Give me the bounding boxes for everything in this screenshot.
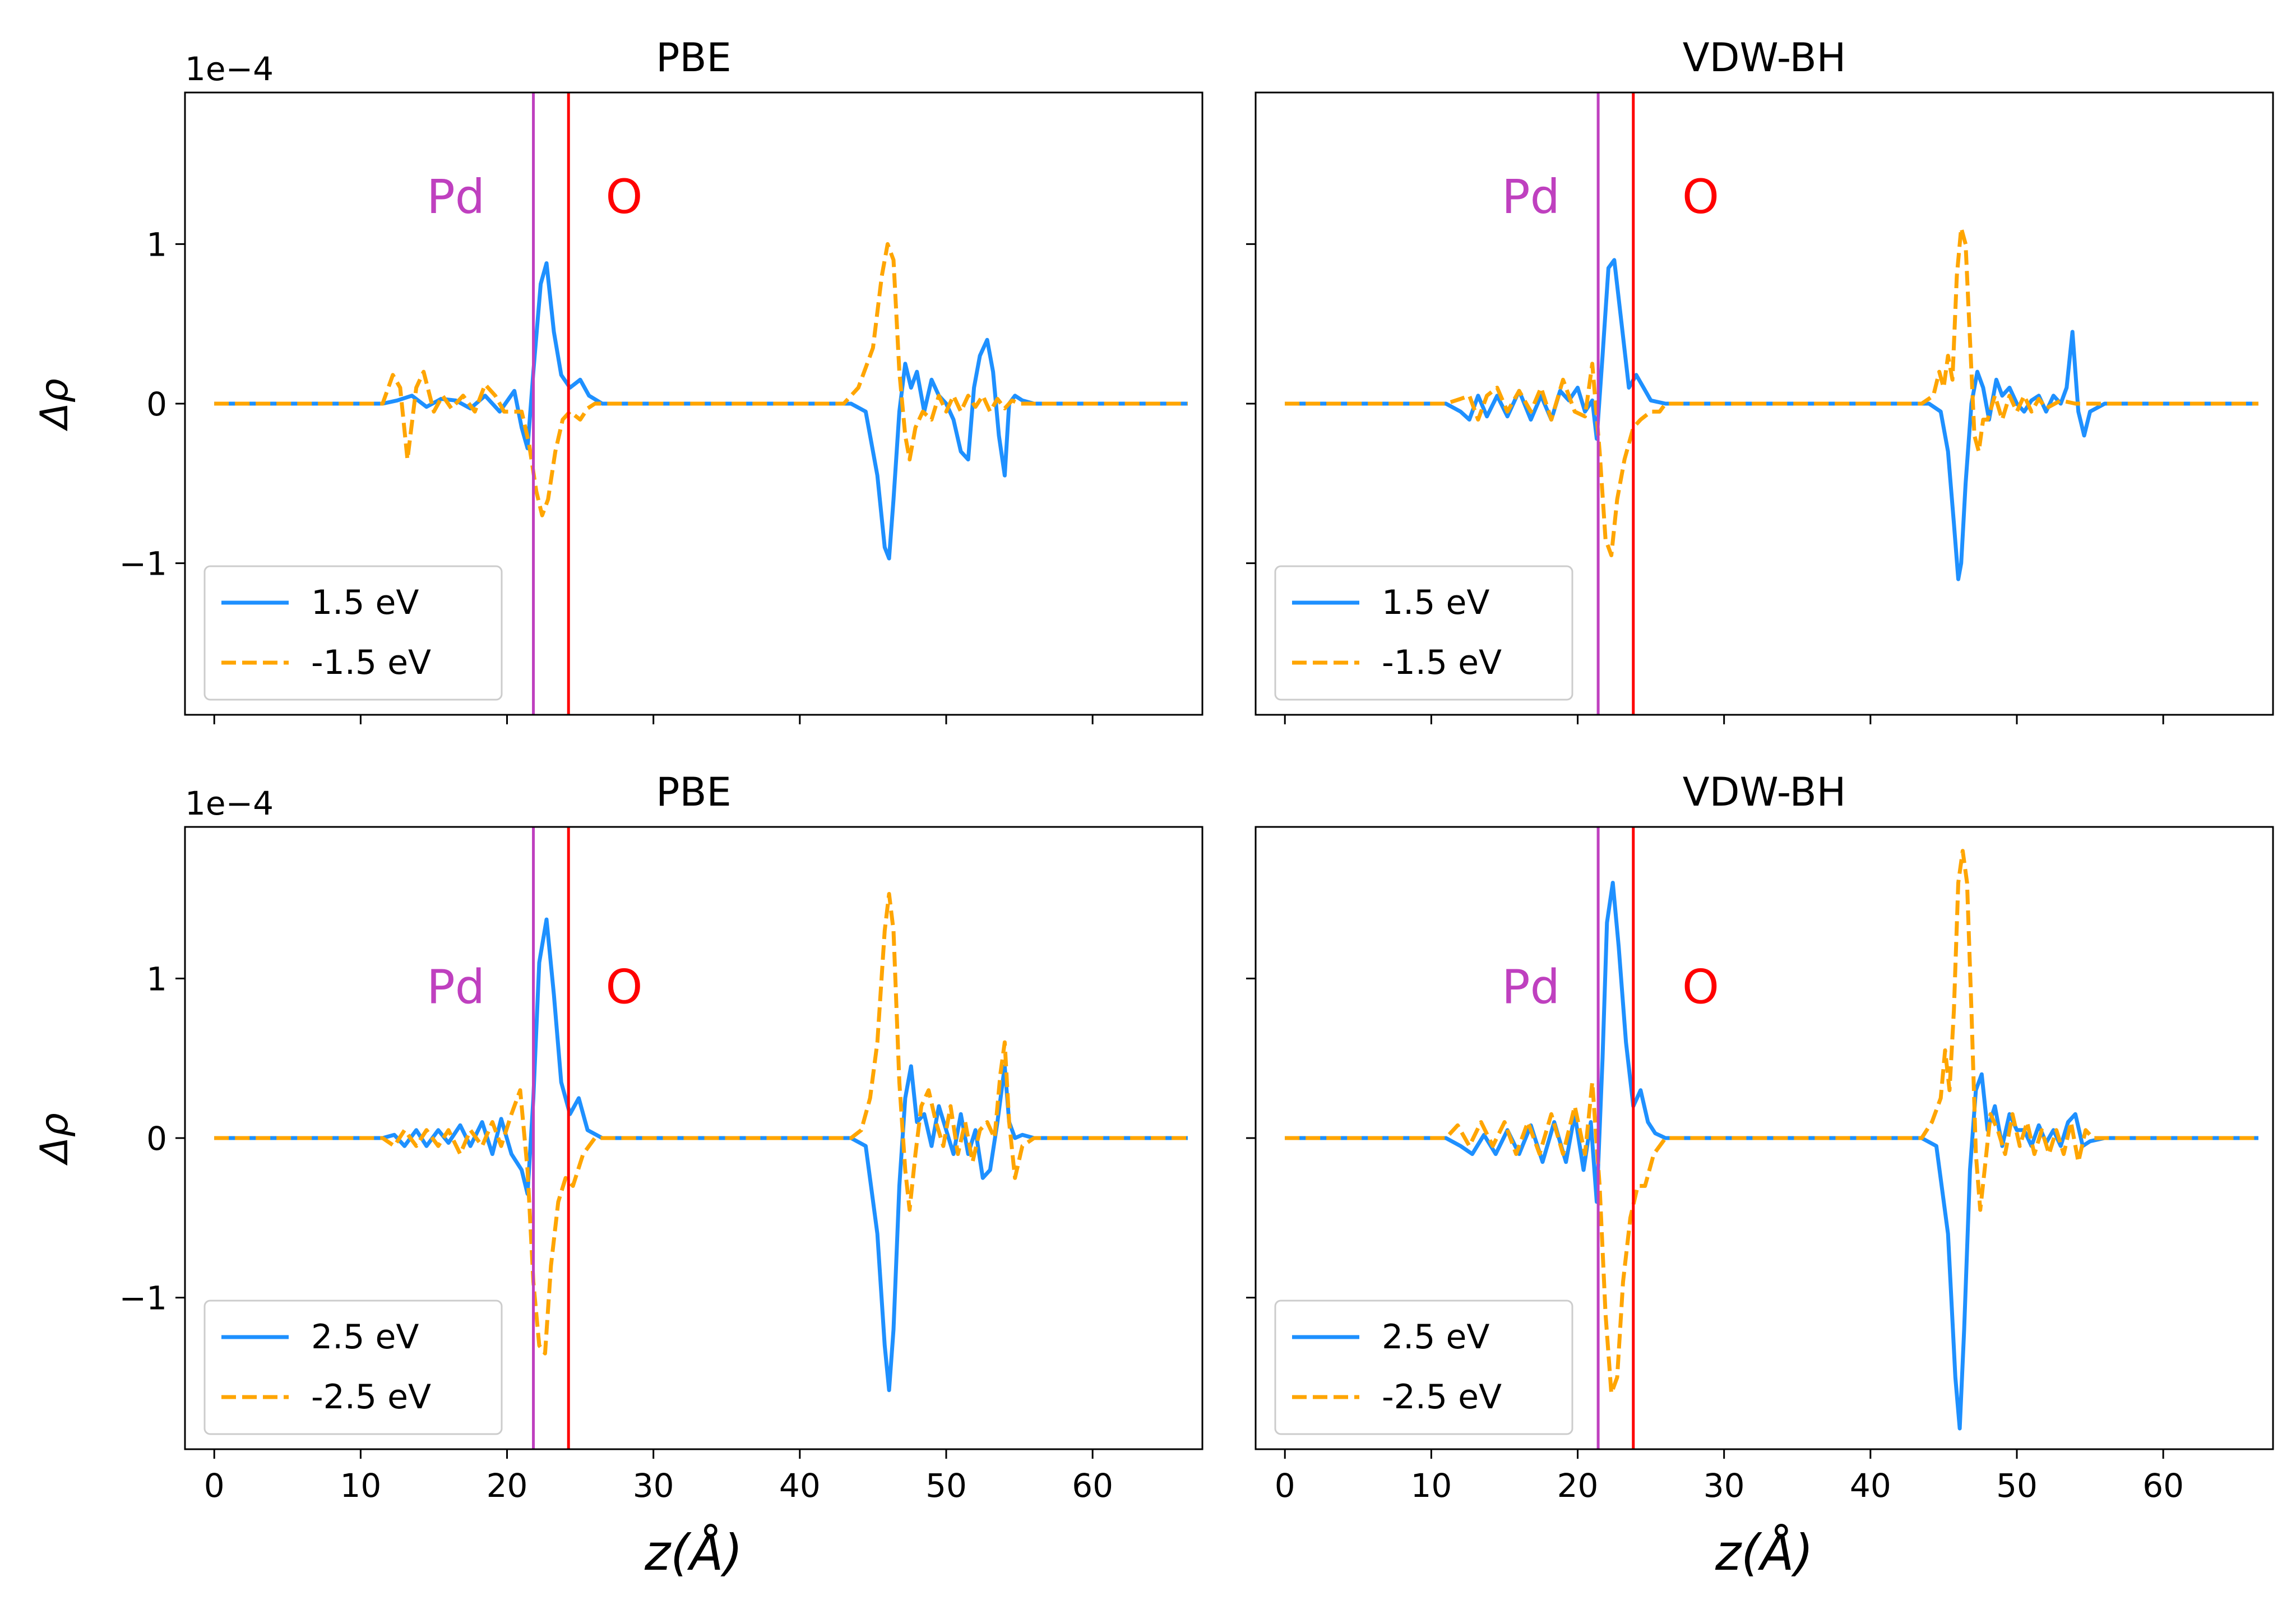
chart-panel-bottom-left: 0 10 20 30 40 50 60 −1 0 1 Pd O PBE 1e−4 Δρ z(Å) 2.5 eV -… — [33, 769, 1203, 1582]
x-tick-label: 30 — [1704, 1467, 1745, 1505]
x-tick-label: 60 — [2142, 1467, 2184, 1505]
x-tick-label: 10 — [1410, 1467, 1452, 1505]
legend-label-1: -1.5 eV — [311, 643, 431, 682]
x-tick-label: 60 — [1072, 1467, 1113, 1505]
x-tick-label: 40 — [1850, 1467, 1891, 1505]
legend-box — [1274, 1300, 1573, 1435]
y-axis-label: Δρ — [33, 378, 77, 432]
plot-frame — [184, 91, 1203, 716]
legend-label-1: -1.5 eV — [1382, 643, 1502, 682]
chart-title: VDW-BH — [1683, 35, 1846, 81]
x-tick-label: 20 — [487, 1467, 528, 1505]
x-tick-label: 0 — [204, 1467, 225, 1505]
y-tick-label: 0 — [146, 385, 167, 423]
y-axis-label: Δρ — [33, 1113, 77, 1166]
x-tick-label: 10 — [340, 1467, 381, 1505]
legend-box — [203, 1300, 503, 1435]
legend-label-0: 2.5 eV — [311, 1317, 419, 1357]
x-tick-label: 30 — [633, 1467, 674, 1505]
plot-frame — [1255, 826, 2274, 1450]
plot-frame — [1255, 91, 2274, 716]
chart-panel-bottom-right: 0 10 20 30 40 50 60 Pd O VDW-BH z(Å) 2.5 eV -2.5 eV — [1246, 769, 2274, 1582]
y-tick-label: −1 — [119, 545, 168, 583]
x-tick-label: 40 — [779, 1467, 821, 1505]
series-line-0 — [214, 917, 1188, 1393]
x-tick-label: 20 — [1557, 1467, 1599, 1505]
legend: 1.5 eV -1.5 eV — [203, 565, 503, 701]
x-tick-label: 0 — [1275, 1467, 1295, 1505]
legend-label-0: 1.5 eV — [1382, 583, 1489, 622]
series-line-1 — [1285, 226, 2258, 557]
legend: 2.5 eV -2.5 eV — [1274, 1300, 1573, 1435]
legend-box — [1274, 565, 1573, 701]
plot-frame — [184, 826, 1203, 1450]
legend-label-0: 1.5 eV — [311, 583, 419, 622]
legend-box — [203, 565, 503, 701]
atom-label-o: O — [605, 960, 642, 1015]
legend: 2.5 eV -2.5 eV — [203, 1300, 503, 1435]
y-tick-label: 0 — [146, 1120, 167, 1158]
legend-label-1: -2.5 eV — [311, 1377, 431, 1417]
offset-text: 1e−4 — [185, 784, 274, 822]
series-line-0 — [1285, 258, 2258, 581]
chart-panel-top-left: −1 0 1 Pd O PBE 1e−4 Δρ 1.5 eV -1.5 eV — [33, 35, 1203, 724]
x-tick-label: 50 — [1996, 1467, 2038, 1505]
offset-text: 1e−4 — [185, 50, 274, 88]
legend: 1.5 eV -1.5 eV — [1274, 565, 1573, 701]
chart-panel-top-right: Pd O VDW-BH 1.5 eV -1.5 eV — [1246, 35, 2274, 724]
legend-label-0: 2.5 eV — [1382, 1317, 1489, 1357]
series-line-1 — [214, 242, 1188, 517]
series-line-1 — [214, 892, 1188, 1356]
atom-label-o: O — [605, 169, 642, 224]
x-tick-label: 50 — [925, 1467, 967, 1505]
chart-title: VDW-BH — [1683, 769, 1846, 815]
y-tick-label: −1 — [119, 1279, 168, 1317]
atom-label-o: O — [1682, 960, 1719, 1015]
chart-title: PBE — [656, 769, 731, 815]
chart-title: PBE — [656, 35, 731, 81]
atom-label-pd: Pd — [427, 169, 485, 224]
atom-label-pd: Pd — [1502, 169, 1560, 224]
y-tick-label: 1 — [146, 960, 167, 998]
x-axis-label: z(Å) — [1715, 1524, 1813, 1582]
atom-label-pd: Pd — [427, 960, 485, 1015]
legend-label-1: -2.5 eV — [1382, 1377, 1502, 1417]
atom-label-pd: Pd — [1502, 960, 1560, 1015]
atom-label-o: O — [1682, 169, 1719, 224]
y-tick-label: 1 — [146, 225, 167, 263]
series-line-0 — [214, 261, 1188, 561]
series-line-1 — [1285, 849, 2258, 1395]
x-axis-label: z(Å) — [644, 1524, 743, 1582]
